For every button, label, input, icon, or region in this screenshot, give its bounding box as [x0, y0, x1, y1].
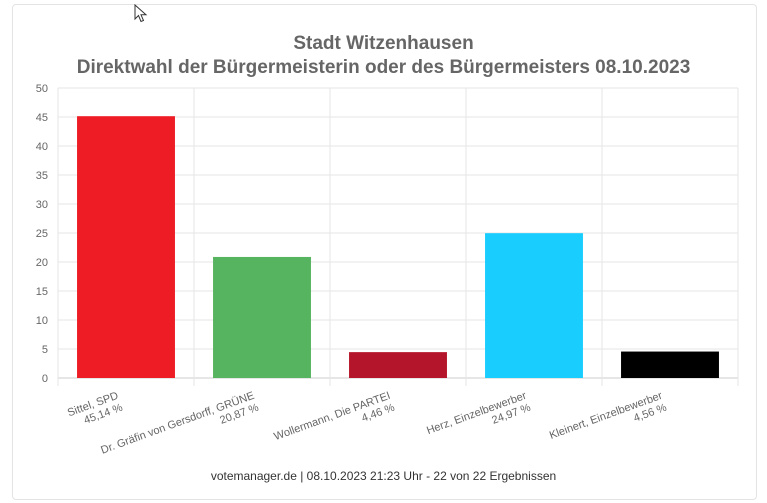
- x-tick-label: Dr. Gräfin von Gersdorff, GRÜNE20,87 %: [99, 390, 260, 469]
- x-tick-label: Kleinert, Einzelbewerber4,56 %: [548, 390, 669, 454]
- y-tick-label: 40: [36, 141, 48, 153]
- bar: [213, 256, 311, 378]
- bars: [77, 116, 719, 379]
- source-footer: votemanager.de | 08.10.2023 21:23 Uhr - …: [210, 469, 557, 483]
- x-tick-label: Wollermann, Die PARTEI4,46 %: [272, 390, 396, 455]
- y-tick-label: 5: [42, 344, 48, 356]
- x-tick-label: Sittel, SPD45,14 %: [66, 390, 125, 431]
- y-tick-label: 15: [36, 286, 48, 298]
- bar: [349, 352, 447, 378]
- chart-title: Stadt Witzenhausen: [293, 33, 474, 54]
- y-tick-label: 25: [36, 228, 48, 240]
- y-tick-label: 45: [36, 112, 48, 124]
- x-axis-labels: Sittel, SPD45,14 %Dr. Gräfin von Gersdor…: [66, 390, 669, 469]
- bar: [621, 351, 719, 378]
- y-axis-ticks: 0 5 10 15 20 25 30 35 40 45 50: [36, 83, 48, 385]
- chart-subtitle: Direktwahl der Bürgermeisterin oder des …: [76, 57, 691, 78]
- y-tick-label: 10: [36, 315, 48, 327]
- bar: [77, 116, 175, 379]
- bar: [485, 233, 583, 378]
- x-tick-label: Herz, Einzelbewerber24,97 %: [425, 390, 533, 449]
- y-tick-label: 0: [42, 373, 48, 385]
- y-tick-label: 35: [36, 170, 48, 182]
- mouse-pointer-icon: [134, 4, 148, 23]
- y-tick-label: 30: [36, 199, 48, 211]
- y-tick-label: 50: [36, 83, 48, 95]
- y-tick-label: 20: [36, 257, 48, 269]
